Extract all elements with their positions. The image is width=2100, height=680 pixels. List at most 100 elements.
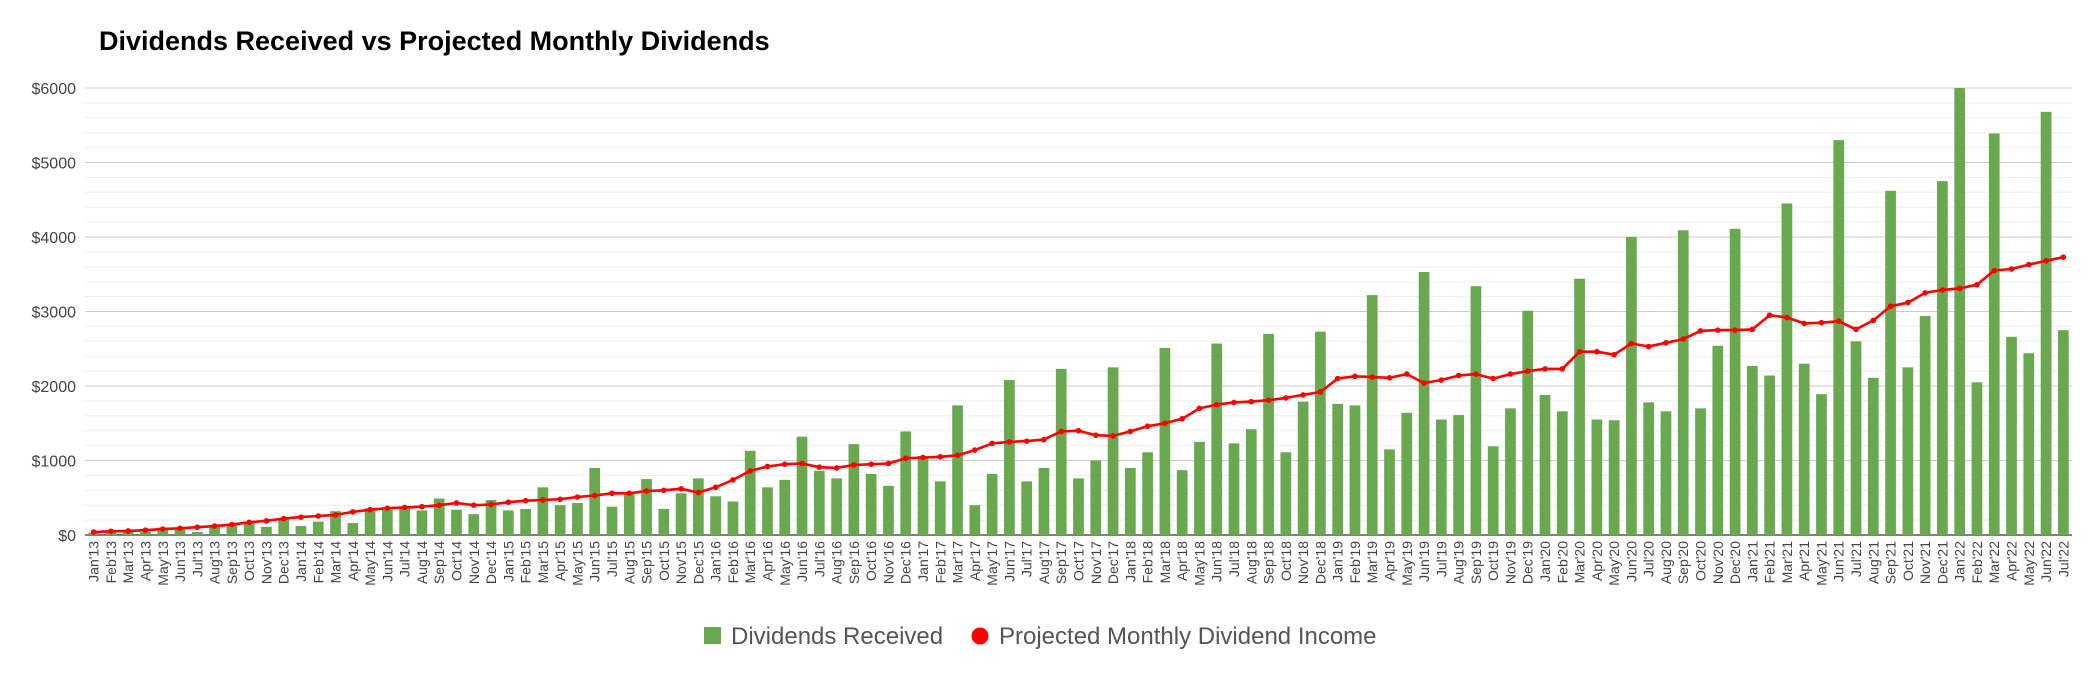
x-tick-label: Aug'15 xyxy=(621,541,637,584)
x-tick-label: May'13 xyxy=(155,541,171,586)
point-projected-monthly-dividend-income xyxy=(229,521,235,528)
bar-dividends-received xyxy=(243,521,255,535)
bar-series-dividends-received xyxy=(88,88,2069,536)
bar-dividends-received xyxy=(675,493,687,535)
x-tick-label: Jun'18 xyxy=(1209,541,1225,582)
x-tick-label: Nov'18 xyxy=(1295,541,1311,584)
point-projected-monthly-dividend-income xyxy=(1991,267,1998,274)
bar-dividends-received xyxy=(1176,470,1188,535)
x-tick-label: Jun'16 xyxy=(794,541,810,582)
bar-dividends-received xyxy=(1833,140,1845,535)
x-tick-label: Aug'19 xyxy=(1451,541,1467,584)
x-tick-label: Jul'22 xyxy=(2055,541,2071,577)
bar-dividends-received xyxy=(831,478,842,535)
point-projected-monthly-dividend-income xyxy=(436,502,443,509)
x-tick-label: Mar'17 xyxy=(950,541,966,584)
bar-dividends-received xyxy=(865,473,877,535)
point-projected-monthly-dividend-income xyxy=(505,499,512,506)
point-projected-monthly-dividend-income xyxy=(142,527,149,533)
point-projected-monthly-dividend-income xyxy=(1922,290,1928,296)
point-projected-monthly-dividend-income xyxy=(1784,314,1790,321)
point-projected-monthly-dividend-income xyxy=(1594,348,1600,355)
x-tick-label: Apr'15 xyxy=(552,541,568,581)
bar-dividends-received xyxy=(1902,367,1914,535)
bar-dividends-received xyxy=(1487,446,1499,535)
bar-dividends-received xyxy=(191,532,203,535)
bar-dividends-received xyxy=(1626,237,1637,535)
point-projected-monthly-dividend-income xyxy=(574,494,581,500)
x-tick-label: Jan'15 xyxy=(500,541,516,582)
point-projected-monthly-dividend-income xyxy=(833,465,840,471)
bar-dividends-received xyxy=(1522,310,1534,535)
point-projected-monthly-dividend-income xyxy=(1542,366,1548,372)
x-tick-label: Oct'20 xyxy=(1693,541,1709,581)
bar-dividends-received xyxy=(934,481,946,535)
point-projected-monthly-dividend-income xyxy=(315,513,322,519)
point-projected-monthly-dividend-income xyxy=(626,490,633,497)
point-projected-monthly-dividend-income xyxy=(557,496,563,503)
point-projected-monthly-dividend-income xyxy=(661,487,667,494)
x-tick-label: Feb'16 xyxy=(725,541,741,584)
legend-swatch-dividends-received xyxy=(704,627,721,644)
point-projected-monthly-dividend-income xyxy=(384,505,391,511)
y-tick-label: $4000 xyxy=(32,230,77,247)
x-tick-label: May'18 xyxy=(1191,541,1207,586)
x-tick-label: Oct'18 xyxy=(1278,541,1294,581)
bar-dividends-received xyxy=(1384,449,1395,535)
point-projected-monthly-dividend-income xyxy=(1766,312,1773,319)
x-tick-label: Nov'14 xyxy=(466,541,482,584)
point-projected-monthly-dividend-income xyxy=(1023,438,1030,444)
bar-dividends-received xyxy=(1453,415,1464,535)
bar-dividends-received xyxy=(312,521,324,535)
x-tick-label: Feb'13 xyxy=(103,541,119,584)
point-projected-monthly-dividend-income xyxy=(1645,343,1652,350)
point-projected-monthly-dividend-income xyxy=(1231,399,1237,406)
y-tick-label: $6000 xyxy=(32,81,77,98)
x-tick-label: Oct'19 xyxy=(1485,541,1501,581)
bar-dividends-received xyxy=(364,508,376,535)
bar-dividends-received xyxy=(554,505,566,535)
point-projected-monthly-dividend-income xyxy=(1248,398,1255,405)
bar-dividends-received xyxy=(917,456,929,535)
point-projected-monthly-dividend-income xyxy=(1956,285,1963,292)
x-tick-label: Jul'17 xyxy=(1019,541,1035,577)
point-projected-monthly-dividend-income xyxy=(1870,317,1877,324)
x-tick-label: Feb'20 xyxy=(1554,541,1570,584)
bar-dividends-received xyxy=(952,405,963,535)
bar-dividends-received xyxy=(330,511,341,535)
x-tick-label: Dec'17 xyxy=(1105,541,1121,584)
x-tick-label: Aug'13 xyxy=(207,541,223,584)
legend-swatch-projected-monthly-dividend-income xyxy=(971,627,989,645)
bar-dividends-received xyxy=(606,506,618,535)
x-tick-label: Oct'21 xyxy=(1900,541,1916,581)
bar-dividends-received xyxy=(209,526,220,535)
point-projected-monthly-dividend-income xyxy=(211,523,218,529)
x-tick-label: Oct'16 xyxy=(863,541,879,581)
x-tick-label: Sep'19 xyxy=(1468,541,1484,584)
bar-dividends-received xyxy=(1677,230,1689,536)
point-projected-monthly-dividend-income xyxy=(280,515,287,522)
x-axis: Jan'13 Feb'13 Mar'13 Apr'13 May'13 Jun'13 Jul'… xyxy=(86,541,2072,586)
bar-dividends-received xyxy=(986,473,998,535)
bar-dividends-received xyxy=(1971,382,1983,535)
bar-dividends-received xyxy=(1556,411,1568,535)
point-projected-monthly-dividend-income xyxy=(453,500,460,506)
point-projected-monthly-dividend-income xyxy=(1162,420,1168,427)
chart-title: Dividends Received vs Projected Monthly … xyxy=(99,26,770,56)
bar-dividends-received xyxy=(1539,394,1551,535)
bar-dividends-received xyxy=(1073,478,1084,535)
point-projected-monthly-dividend-income xyxy=(2060,254,2067,260)
point-projected-monthly-dividend-income xyxy=(1507,371,1514,377)
point-projected-monthly-dividend-income xyxy=(730,477,736,483)
x-tick-label: Jul'20 xyxy=(1641,541,1657,577)
x-tick-label: Nov'21 xyxy=(1917,541,1933,584)
point-projected-monthly-dividend-income xyxy=(1352,373,1358,380)
line-series-projected-monthly-dividend-income xyxy=(90,254,2067,535)
point-projected-monthly-dividend-income xyxy=(1438,377,1445,383)
x-tick-label: Dec'18 xyxy=(1312,541,1328,584)
bar-dividends-received xyxy=(1366,295,1378,535)
bar-dividends-received xyxy=(1850,341,1862,535)
x-tick-label: Dec'15 xyxy=(690,541,706,584)
bar-dividends-received xyxy=(1470,286,1482,535)
bar-dividends-received xyxy=(1004,380,1015,535)
